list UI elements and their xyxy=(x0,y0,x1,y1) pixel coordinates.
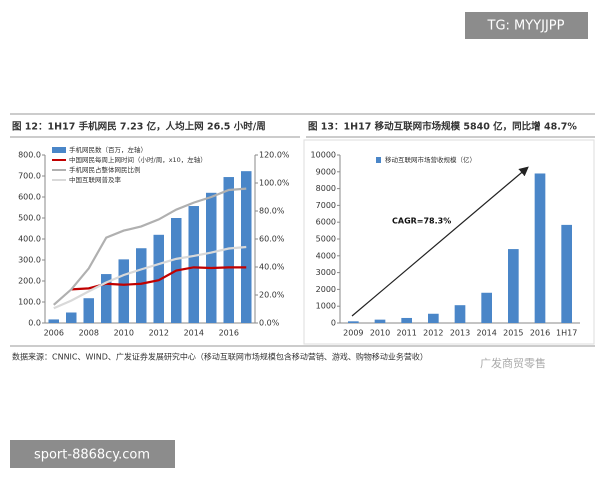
x-tick-label: 2016 xyxy=(530,329,550,338)
y2-tick-label: 0.0% xyxy=(259,319,280,328)
y2-tick-label: 80.0% xyxy=(259,207,285,216)
x-tick-label: 2008 xyxy=(79,329,99,338)
y-tick-label: 5000 xyxy=(316,235,336,244)
bar xyxy=(348,321,359,323)
bar xyxy=(48,319,59,323)
y-tick-label: 500.0 xyxy=(18,214,41,223)
y2-tick-label: 20.0% xyxy=(259,291,285,300)
annotation: CAGR=78.3% xyxy=(392,217,451,226)
bar xyxy=(428,313,439,323)
bar xyxy=(66,312,77,323)
y2-tick-label: 40.0% xyxy=(259,263,285,272)
bar xyxy=(206,192,217,323)
line-series xyxy=(53,245,247,310)
y-tick-label: 200.0 xyxy=(18,277,41,286)
x-tick-label: 2012 xyxy=(149,329,169,338)
y-tick-label: 0.0 xyxy=(28,319,41,328)
y-tick-label: 800.0 xyxy=(18,151,41,160)
y-tick-label: 7000 xyxy=(316,201,336,210)
bar xyxy=(534,173,546,323)
bar xyxy=(153,234,164,323)
y-tick-label: 8000 xyxy=(316,184,336,193)
y2-tick-label: 120.0% xyxy=(259,151,290,160)
bar xyxy=(101,274,112,323)
trend-arrow xyxy=(351,166,529,317)
bar xyxy=(401,317,412,323)
legend-label: 中国网民每周上网时间（小时/周，x10，左轴） xyxy=(69,155,207,164)
x-tick-label: 2006 xyxy=(44,329,64,338)
y-tick-label: 3000 xyxy=(316,268,336,277)
y-tick-label: 0 xyxy=(331,319,336,328)
y-tick-label: 6000 xyxy=(316,218,336,227)
y2-tick-label: 100.0% xyxy=(259,179,290,188)
bar xyxy=(508,249,519,323)
y-tick-label: 300.0 xyxy=(18,256,41,265)
x-tick-label: 2014 xyxy=(184,329,204,338)
chart-title: 图 13：1H17 移动互联网市场规模 5840 亿，同比增 48.7% xyxy=(308,121,577,133)
y-tick-label: 10000 xyxy=(311,151,336,160)
y2-tick-label: 60.0% xyxy=(259,235,285,244)
bar xyxy=(188,206,199,323)
bar xyxy=(223,177,234,323)
x-tick-label: 2012 xyxy=(423,329,443,338)
x-tick-label: 2015 xyxy=(503,329,523,338)
line-series xyxy=(53,187,247,306)
y-tick-label: 700.0 xyxy=(18,172,41,181)
logo-watermark: 广发商贸零售 xyxy=(480,356,546,370)
y-tick-label: 2000 xyxy=(316,285,336,294)
chart-frame xyxy=(303,139,595,345)
x-tick-label: 2016 xyxy=(219,329,239,338)
source-note: 数据来源：CNNIC、WIND、广发证券发展研究中心（移动互联网市场规模包含移动… xyxy=(12,352,428,362)
x-tick-label: 2011 xyxy=(396,329,416,338)
x-tick-label: 1H17 xyxy=(556,329,577,338)
y-tick-label: 100.0 xyxy=(18,298,41,307)
bar xyxy=(83,298,94,323)
bar xyxy=(561,224,572,323)
y-tick-label: 600.0 xyxy=(18,193,41,202)
legend-label: 移动互联网市场营收规模（亿） xyxy=(385,155,476,164)
bar xyxy=(374,319,386,323)
bar xyxy=(481,292,492,323)
x-tick-label: 2014 xyxy=(476,329,496,338)
chart-title: 图 12：1H17 手机网民 7.23 亿，人均上网 26.5 小时/周 xyxy=(12,121,266,133)
legend-label: 中国互联网普及率 xyxy=(69,175,122,184)
watermark-box xyxy=(465,12,588,39)
x-tick-label: 2013 xyxy=(450,329,470,338)
bar xyxy=(454,305,466,323)
x-tick-label: 2009 xyxy=(343,329,363,338)
y-tick-label: 9000 xyxy=(316,167,336,176)
legend-label: 手机网民数（百万，左轴） xyxy=(69,145,147,154)
y-tick-label: 4000 xyxy=(316,251,336,260)
legend-label: 手机网民占整体网民比例 xyxy=(69,165,141,174)
watermark-box xyxy=(10,440,175,468)
x-tick-label: 2010 xyxy=(370,329,390,338)
y-tick-label: 400.0 xyxy=(18,235,41,244)
y-tick-label: 1000 xyxy=(316,302,336,311)
watermark-text: sport-8868cy.com xyxy=(34,448,150,463)
x-tick-label: 2010 xyxy=(114,329,134,338)
watermark-text: TG: MYYJJPP xyxy=(487,19,565,34)
bar xyxy=(136,248,147,323)
legend-swatch xyxy=(52,147,66,153)
bar xyxy=(118,259,129,323)
legend-swatch xyxy=(376,157,381,163)
